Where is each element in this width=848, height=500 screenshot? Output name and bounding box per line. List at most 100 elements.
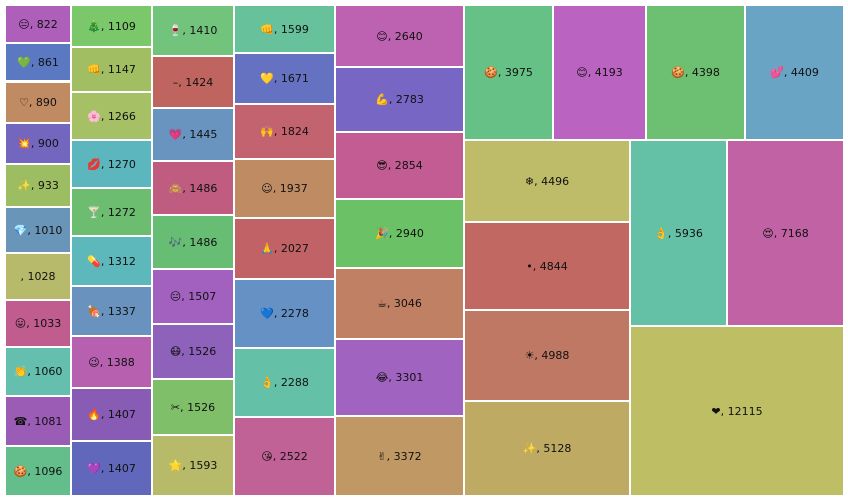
treemap-tile-label: 👊, 1147 [87, 63, 136, 76]
treemap-tile: 👏, 1060 [5, 347, 71, 396]
treemap-tile-label: 😉, 1388 [88, 355, 135, 369]
treemap-tile: 💋, 1270 [71, 140, 152, 188]
treemap-tile: ☺, 1937 [234, 159, 335, 218]
treemap-tile-label: 😘, 2522 [261, 450, 308, 463]
treemap-tile-label: 🍖, 1337 [87, 304, 136, 318]
treemap-tile-label: ♡, 890 [19, 96, 57, 109]
treemap-tile: 😑, 822 [5, 5, 71, 43]
treemap-tile: ❄, 4496 [464, 140, 630, 222]
treemap-tile-label: 🌟, 1593 [168, 459, 218, 472]
treemap-tile: 🍪, 4398 [646, 5, 745, 140]
treemap-tile: 💕, 4409 [745, 5, 844, 140]
treemap-tile: ☀, 4988 [464, 310, 630, 401]
treemap-tile: 🎉, 2940 [335, 199, 464, 268]
treemap-tile-label: 💎, 1010 [13, 223, 63, 237]
treemap-tile-label: ☎, 1081 [13, 414, 63, 428]
treemap-tile-label: 💥, 900 [17, 137, 59, 150]
treemap-tile: 💗, 1445 [152, 108, 234, 161]
treemap-tile: 😊, 2640 [335, 5, 464, 67]
treemap-tile: 💛, 1671 [234, 53, 335, 104]
treemap-tile-label: 🎄, 1109 [87, 19, 136, 33]
treemap-tile-label: •, 4844 [526, 259, 568, 273]
treemap-tile-label: 🍪, 1096 [13, 464, 63, 478]
treemap-tile-label: 🍷, 1410 [168, 24, 218, 37]
treemap-tile-label: 💚, 861 [17, 55, 59, 69]
treemap-tile: •, 4844 [464, 222, 630, 310]
treemap-tile-label: 😎, 2854 [376, 159, 423, 172]
treemap-tile: 🔥, 1407 [71, 388, 152, 441]
treemap-tile-label: 👏, 1060 [13, 365, 63, 378]
treemap-tile-label: ✨, 5128 [522, 442, 572, 455]
treemap-tile: 👌, 5936 [630, 140, 727, 326]
treemap-tile: ✌, 3372 [335, 416, 464, 496]
treemap-tile: 👌, 2288 [234, 348, 335, 417]
treemap-tile-label: 😷, 1526 [169, 345, 217, 358]
treemap-tile: ☕, 3046 [335, 268, 464, 339]
treemap-tile-label: 👌, 5936 [654, 226, 703, 240]
treemap-tile-label: 💗, 1445 [168, 128, 218, 141]
treemap-tile: 💚, 861 [5, 43, 71, 81]
treemap-tile: ☎, 1081 [5, 396, 71, 446]
treemap-tile-label: ☺, 1937 [261, 182, 308, 195]
treemap-tile: 🌸, 1266 [71, 92, 152, 140]
treemap-tile: 🙌, 1824 [234, 104, 335, 159]
treemap-tile-label: ❤, 12115 [711, 404, 763, 418]
treemap-tile-label: 💊, 1312 [87, 254, 136, 268]
treemap-tile-label: 😑, 822 [18, 17, 58, 31]
treemap-tile-label: 💜, 1407 [87, 462, 136, 475]
treemap-tile: ✂, 1526 [152, 379, 234, 435]
treemap-tile: 👊, 1599 [234, 5, 335, 53]
treemap-tile-label: 🎶, 1486 [168, 235, 218, 249]
treemap-tile-label: –, 1424 [172, 75, 214, 89]
treemap-tile: 🙏, 2027 [234, 218, 335, 279]
treemap-tile: 😂, 3301 [335, 339, 464, 416]
treemap-tile: 🍸, 1272 [71, 188, 152, 236]
treemap-tile-label: 💕, 4409 [770, 66, 819, 79]
treemap-tile: 💥, 900 [5, 123, 71, 164]
treemap-tile: 😊, 4193 [553, 5, 646, 140]
treemap-tile: 😘, 2522 [234, 417, 335, 496]
treemap-tile: 😑, 1507 [152, 269, 234, 324]
treemap-tile: 🍪, 1096 [5, 446, 71, 496]
treemap-tile-label: ❄, 4496 [524, 174, 570, 188]
treemap-tile: 💜, 1407 [71, 441, 152, 496]
treemap-tile-label: 💛, 1671 [260, 72, 309, 85]
treemap-tile-label: 👌, 2288 [260, 376, 309, 389]
treemap-tile: 🙈, 1486 [152, 161, 234, 215]
treemap-tile-label: 😊, 2640 [376, 29, 423, 43]
treemap-tile-label: 🙈, 1486 [168, 181, 218, 195]
treemap-tile-label: 🙏, 2027 [260, 242, 309, 255]
treemap-tile-label: 😂, 3301 [375, 371, 424, 384]
treemap-tile: 💪, 2783 [335, 67, 464, 132]
treemap-tile: 🎶, 1486 [152, 215, 234, 269]
treemap-tile-label: 🙌, 1824 [260, 125, 309, 138]
treemap-tile-label: ✨, 933 [17, 179, 59, 192]
treemap-tile: ✨, 5128 [464, 401, 630, 496]
treemap-tile-label: ✌, 3372 [377, 449, 422, 463]
treemap-tile: ❤, 12115 [630, 326, 844, 496]
treemap-tile-label: ☕, 3046 [377, 297, 422, 310]
treemap-tile: ♡, 890 [5, 82, 71, 123]
treemap-tile: 🎄, 1109 [71, 5, 152, 47]
treemap-tile: 😷, 1526 [152, 324, 234, 379]
treemap-tile: –, 1424 [152, 56, 234, 108]
treemap-tile: 😛, 1033 [5, 300, 71, 347]
treemap-tile-label: 💋, 1270 [87, 157, 136, 171]
treemap-tile: 🌟, 1593 [152, 435, 234, 496]
treemap-tile: 🍷, 1410 [152, 5, 234, 56]
treemap-tile: 💎, 1010 [5, 207, 71, 253]
treemap-tile-label: 😍, 7168 [762, 226, 809, 240]
treemap-tile-label: 🍪, 3975 [484, 66, 533, 79]
treemap-tile: 😎, 2854 [335, 132, 464, 199]
treemap-tile-label: , 1028 [20, 270, 56, 283]
treemap-tile-label: ☀, 4988 [524, 349, 570, 362]
treemap-tile: ✨, 933 [5, 164, 71, 207]
treemap-tile: 😍, 7168 [727, 140, 844, 326]
treemap-tile: 👊, 1147 [71, 47, 152, 92]
treemap-tile-label: 😊, 4193 [576, 66, 623, 79]
treemap-tile-label: 💙, 2278 [260, 307, 309, 320]
treemap-tile-label: 💪, 2783 [375, 93, 424, 106]
treemap-tile-label: 🍪, 4398 [671, 66, 720, 79]
treemap-tile-label: 🔥, 1407 [87, 408, 136, 421]
